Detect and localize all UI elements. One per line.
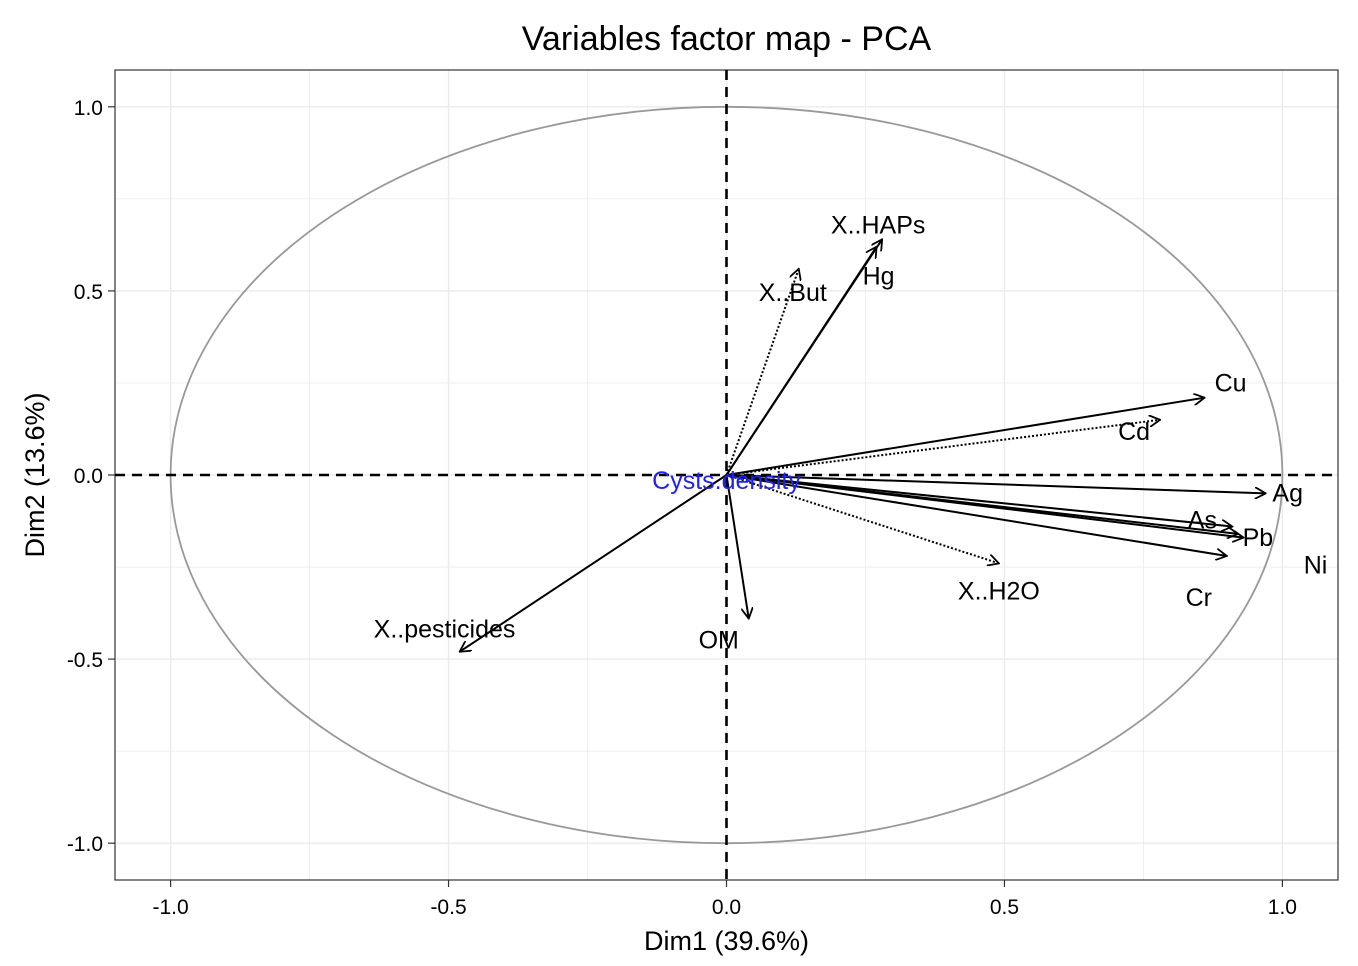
x-tick-label: -0.5 (430, 896, 466, 919)
label-as: As (1188, 507, 1217, 535)
label-x-but: X..But (759, 279, 827, 307)
chart-title: Variables factor map - PCA (522, 20, 932, 58)
label-ni: Ni (1304, 552, 1328, 580)
arrow-x-pesticides (460, 474, 728, 652)
label-cd: Cd (1118, 418, 1150, 446)
variable-arrows (460, 239, 1266, 651)
arrow-ni (726, 474, 1244, 538)
axis-ticks: -1.0 -0.5 0.0 0.5 1.0 -1.0 -0.5 0.0 0.5 1.0 (67, 97, 1297, 919)
x-tick-label: -1.0 (152, 896, 188, 919)
arrow-om (725, 474, 749, 619)
label-cu: Cu (1215, 370, 1247, 398)
x-tick-label: 0.0 (712, 896, 741, 919)
y-axis-title: Dim2 (13.6%) (20, 392, 50, 557)
arrow-hg (725, 247, 877, 476)
label-x-haps: X..HAPs (831, 211, 925, 239)
arrow-cr (726, 474, 1227, 556)
label-ag: Ag (1272, 479, 1303, 507)
label-x-pesticides: X..pesticides (374, 616, 516, 644)
label-om: OM (699, 627, 739, 655)
arrow-cysts-density (726, 474, 755, 484)
x-axis-title: Dim1 (39.6%) (644, 926, 809, 956)
label-cysts-density: Cysts.density (652, 467, 801, 495)
label-pb: Pb (1243, 524, 1274, 552)
arrow-x-but (725, 269, 799, 476)
label-x-h2o: X..H2O (958, 577, 1040, 605)
arrow-as (726, 474, 1233, 527)
arrow-cd (726, 420, 1161, 476)
y-tick-label: 0.0 (74, 465, 103, 488)
y-tick-label: 0.5 (74, 281, 103, 304)
x-tick-label: 0.5 (990, 896, 1019, 919)
label-hg: Hg (863, 263, 895, 291)
y-tick-label: 1.0 (74, 97, 103, 120)
variable-labels: Cu Cd Ag As Pb Ni Cr X..H2O X..HAPs Hg X..But OM X..… (374, 211, 1328, 654)
y-tick-label: -1.0 (67, 833, 103, 856)
label-cr: Cr (1186, 584, 1212, 612)
arrow-ag (726, 474, 1266, 493)
x-tick-label: 1.0 (1268, 896, 1297, 919)
arrow-cu (726, 398, 1205, 476)
y-tick-label: -0.5 (67, 649, 103, 672)
